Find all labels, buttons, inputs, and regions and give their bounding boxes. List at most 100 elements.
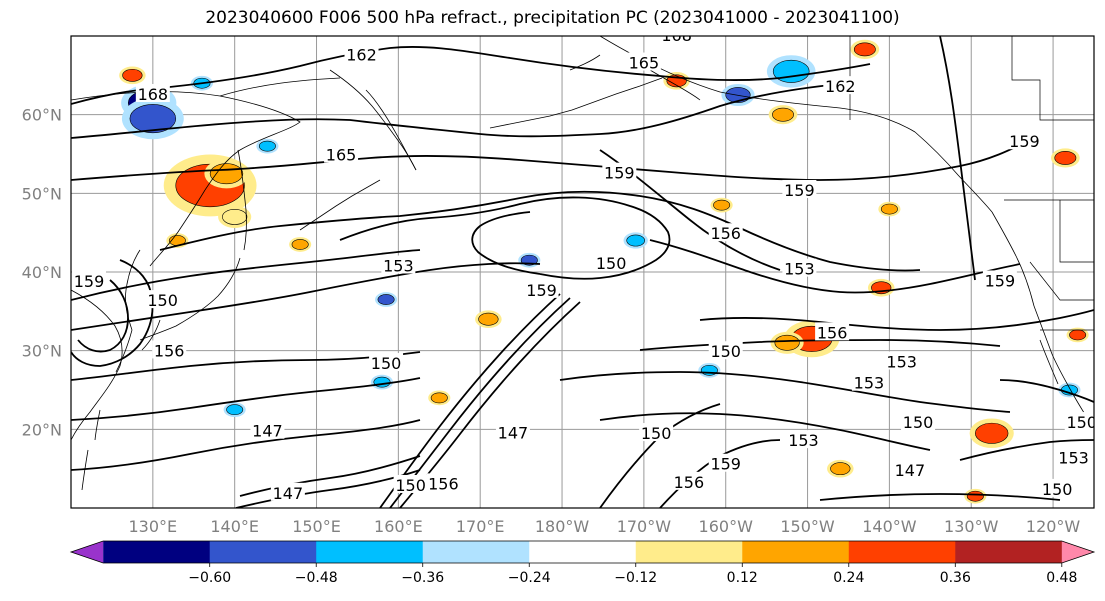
precip-core — [258, 140, 276, 152]
contour-line — [71, 139, 1031, 181]
contour-label-bg — [250, 420, 285, 439]
precip-positive-area — [710, 197, 733, 213]
contour-label: 150 — [903, 413, 934, 432]
contour-label: 159 — [604, 164, 635, 183]
precip-core — [966, 490, 984, 502]
contour-label: 150 — [710, 342, 741, 361]
lon-tick-label: 160°E — [374, 517, 423, 536]
precip-negative-area — [623, 232, 648, 249]
lon-tick-label: 130°E — [129, 517, 178, 536]
contour-label-bg — [708, 341, 743, 360]
precip-core — [975, 422, 1009, 444]
precip-positive-area — [1066, 327, 1089, 343]
precip-positive-area — [289, 237, 312, 252]
contour-line — [959, 439, 1094, 461]
lon-tick-label: 130°W — [944, 517, 999, 536]
contour-line — [999, 379, 1094, 403]
precip-core — [226, 404, 244, 416]
lat-tick-label: 40°N — [22, 263, 62, 282]
precip-positive-area — [827, 459, 854, 478]
contour-line — [389, 297, 571, 508]
contour-label: 147 — [895, 461, 926, 480]
contour-label: 168 — [138, 85, 169, 104]
contour-label-bg — [782, 258, 817, 277]
colorbar-extend-high — [1061, 541, 1094, 563]
contour-line — [819, 493, 1061, 501]
contour-label-bg — [1007, 131, 1042, 150]
precip-core — [1054, 151, 1077, 165]
colorbar-segment — [316, 541, 424, 563]
chart-title: 2023040600 F006 500 hPa refract., precip… — [205, 8, 900, 28]
lon-tick-label: 170°E — [456, 517, 505, 536]
contour-label-bg — [270, 482, 305, 501]
contour-label-bg — [369, 353, 404, 372]
contour-label-bg — [72, 271, 107, 290]
lon-tick-label: 140°E — [210, 517, 259, 536]
longitude-tick-labels: 130°E 140°E 150°E 160°E 170°E 180°W 170°W 160°W… — [129, 517, 1081, 536]
lat-tick-label: 50°N — [22, 184, 62, 203]
colorbar-extend-low — [71, 541, 104, 563]
colorbar: −0.60 −0.48 −0.36 −0.24 −0.12 0.12 0.24 0.36 0.4… — [69, 540, 1096, 586]
contour-label-bg — [594, 253, 629, 272]
precip-core — [772, 59, 810, 83]
lat-tick-label: 60°N — [22, 106, 62, 125]
contour-line — [71, 46, 871, 105]
contour-label-bg — [152, 340, 187, 359]
contour-label-bg — [823, 76, 858, 95]
contour-label: 153 — [383, 256, 414, 275]
lat-tick-label: 30°N — [22, 342, 62, 361]
contour-label-bg — [393, 474, 428, 493]
contour-label-bg — [851, 372, 886, 391]
precip-positive-area — [663, 72, 690, 90]
colorbar-segment — [742, 541, 850, 563]
contour-line — [399, 301, 581, 508]
contour-line — [71, 249, 421, 301]
precip-core — [713, 199, 731, 211]
precip-core — [222, 209, 248, 225]
contour-line — [471, 211, 541, 275]
precip-core — [478, 312, 499, 326]
precip-negative-area — [223, 402, 246, 418]
contour-line — [77, 279, 129, 353]
contour-line — [71, 377, 421, 421]
colorbar-tick-label: −0.48 — [295, 570, 338, 586]
contour-label: 147 — [273, 484, 304, 503]
contour-line — [71, 351, 421, 381]
contour-line — [235, 469, 421, 508]
contour-line — [379, 293, 561, 508]
colorbar-segment — [422, 541, 530, 563]
precip-positive-area — [768, 105, 798, 125]
contour-label-bg — [901, 412, 936, 431]
contour-label-bg — [892, 460, 927, 479]
precip-core — [129, 104, 177, 134]
contour-label-bg — [145, 290, 180, 309]
colorbar-tick-label: 0.36 — [940, 570, 971, 586]
colorbar-tick-label: 0.48 — [1046, 570, 1077, 586]
precip-positive-area — [850, 39, 880, 59]
contour-line — [239, 455, 421, 497]
contour-label: 150 — [371, 354, 402, 373]
contour-label-bg — [982, 270, 1017, 289]
colorbar-segment — [635, 541, 743, 563]
precip-negative-area — [698, 362, 721, 378]
contour-line — [159, 190, 921, 272]
contour-label: 159 — [985, 271, 1016, 290]
lon-tick-label: 170°W — [617, 517, 672, 536]
contour-label: 156 — [710, 224, 741, 243]
precip-core — [377, 294, 395, 305]
precip-core — [373, 376, 391, 388]
precip-negative-area — [256, 138, 279, 154]
contour-line — [649, 239, 1021, 294]
precip-positive-area — [969, 418, 1014, 448]
precip-negative-area — [518, 252, 541, 268]
precip-core — [853, 42, 876, 57]
contour-label-bg — [659, 36, 694, 43]
precip-core — [430, 392, 448, 404]
precip-positive-area — [878, 201, 901, 217]
contour-label: 156 — [817, 323, 848, 342]
contour-label-bg — [626, 52, 661, 71]
contour-label-bg — [708, 453, 743, 472]
contour-label-bg — [602, 162, 637, 181]
contour-line — [939, 36, 976, 281]
